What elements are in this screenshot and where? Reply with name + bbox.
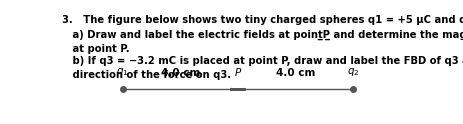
Text: 3.   The figure below shows two tiny charged spheres q1 = +5 μC and q2 = −7.5 μC: 3. The figure below shows two tiny charg… [62,15,463,25]
Text: 4.0 cm: 4.0 cm [275,68,314,78]
Text: $P$: $P$ [233,66,241,78]
Text: direction of the force on q3.: direction of the force on q3. [62,70,230,80]
Bar [230,88,245,90]
Text: b) If q3 = −3.2 mC is placed at point P, draw and label the FBD of q3 and determ: b) If q3 = −3.2 mC is placed at point P,… [62,56,463,66]
Text: $q_2$: $q_2$ [346,66,358,78]
Text: a) Draw and label the electric fields at point̲P̲ and determine the magnitude an: a) Draw and label the electric fields at… [62,30,463,40]
Text: at point P.: at point P. [62,44,129,54]
Text: 4.0 cm: 4.0 cm [160,68,200,78]
Text: $q_1$: $q_1$ [116,66,129,78]
